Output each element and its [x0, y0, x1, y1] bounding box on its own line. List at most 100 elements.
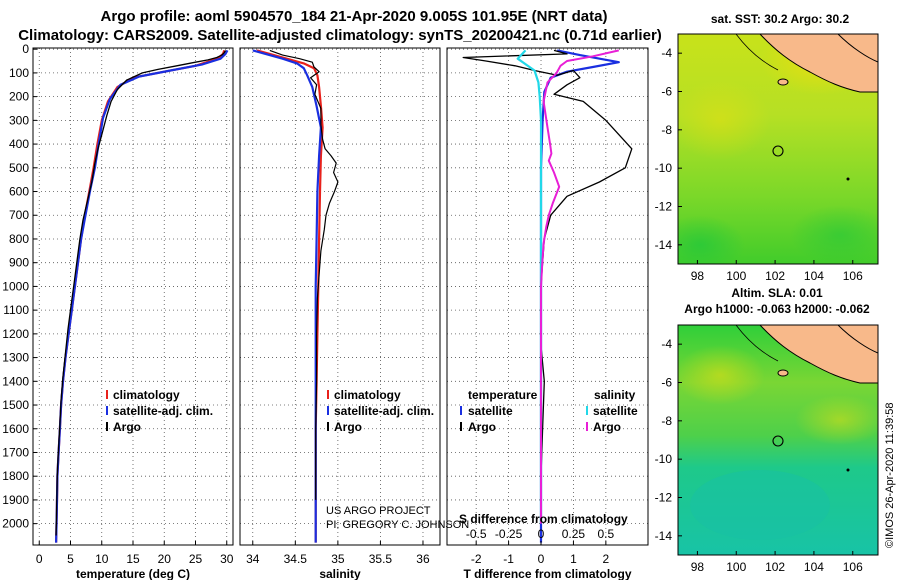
map-x-tick-label: 102 [765, 560, 785, 574]
difference-panel: -2 -1 0 1 2 -0.5 -0.25 0 0.25 0.5S difference fro… [446, 47, 649, 580]
map-y-tick-label: -14 [655, 529, 673, 543]
y-tick-label: 1400 [2, 374, 29, 388]
imos-credit: ©IMOS 26-Apr-2020 11:39:58 [884, 403, 896, 548]
x-tick-label: 25 [189, 552, 203, 566]
sla-high-patch [678, 345, 765, 405]
christmas-island [846, 468, 850, 472]
map-x-tick-label: 106 [843, 269, 863, 283]
title-line-2: Climatology: CARS2009. Satellite-adjuste… [18, 27, 662, 44]
java-land [837, 34, 878, 63]
y-tick-label: 1700 [2, 445, 29, 459]
y-tick-label: 1600 [2, 422, 29, 436]
argo-location-marker [772, 435, 784, 447]
x-tick-label: 20 [158, 552, 172, 566]
x-tick-label: 35 [331, 552, 345, 566]
y-tick-label: 2000 [2, 517, 29, 531]
map-y-tick-label: -4 [661, 337, 672, 351]
y-tick-label: 1800 [2, 469, 29, 483]
x-tick-label: 2 [603, 552, 610, 566]
legend-label: Argo [468, 420, 496, 434]
x-tick-label: 0 [36, 552, 43, 566]
sla-high-patch [795, 395, 878, 445]
temperature-panel: 0 5 10 15 20 25 30 temperature (deg C) 0 100 200 30… [2, 42, 233, 580]
legend-label: satellite-adj. clim. [113, 404, 213, 418]
secondary-axis-title: S difference from climatology [459, 512, 628, 526]
sla-low-patch [690, 470, 830, 540]
y-tick-label: 500 [9, 161, 29, 175]
x-axis-title: temperature (deg C) [76, 567, 190, 580]
x-tick-label: 5 [67, 552, 74, 566]
series-argo [55, 50, 227, 536]
y-tick-label: 600 [9, 185, 29, 199]
map-y-tick-label: -8 [661, 123, 672, 137]
x-tick-label: 10 [95, 552, 109, 566]
legend-title-salinity: salinity [594, 388, 636, 402]
legend-label: climatology [113, 388, 180, 402]
map-y-tick-label: -8 [661, 414, 672, 428]
secondary-x-tick-label: -0.5 [466, 527, 487, 541]
y-tick-label: 1000 [2, 279, 29, 293]
y-tick-label: 800 [9, 232, 29, 246]
argo-location-marker [772, 145, 784, 157]
map-y-tick-label: -12 [655, 200, 673, 214]
map-y-tick-label: -6 [661, 376, 672, 390]
christmas-island [846, 177, 850, 181]
x-tick-label: 15 [126, 552, 140, 566]
y-tick-label: 100 [9, 66, 29, 80]
map-x-tick-label: 98 [691, 560, 705, 574]
plot-area [240, 48, 440, 545]
x-tick-label: 30 [220, 552, 234, 566]
x-tick-label: -2 [471, 552, 482, 566]
map-x-tick-label: 104 [804, 269, 824, 283]
secondary-x-tick-label: 0 [538, 527, 545, 541]
map-x-tick-label: 100 [726, 560, 746, 574]
y-tick-label: 900 [9, 256, 29, 270]
x-tick-label: 0 [538, 552, 545, 566]
map-x-tick-label: 104 [804, 560, 824, 574]
sst-warm-patch [678, 80, 770, 160]
y-tick-label: 300 [9, 113, 29, 127]
coast-contour [735, 34, 779, 71]
secondary-x-tick-label: 0.5 [598, 527, 615, 541]
secondary-x-tick-label: -0.25 [495, 527, 523, 541]
legend-label: climatology [334, 388, 401, 402]
y-tick-label: 700 [9, 208, 29, 222]
map-y-tick-label: -6 [661, 85, 672, 99]
map-x-tick-label: 106 [843, 560, 863, 574]
project-credit: US ARGO PROJECT [326, 505, 431, 517]
y-tick-label: 1200 [2, 327, 29, 341]
y-tick-label: 1500 [2, 398, 29, 412]
y-tick-label: 0 [22, 42, 29, 56]
plot-frame [239, 47, 441, 546]
legend-label: Argo [334, 420, 362, 434]
y-tick-label: 200 [9, 90, 29, 104]
sla-map-title: Altim. SLA: 0.01 [731, 286, 823, 300]
map-x-tick-label: 102 [765, 269, 785, 283]
legend-label: satellite-adj. clim. [334, 404, 434, 418]
pi-credit: PI: GREGORY C. JOHNSON [326, 519, 469, 531]
x-tick-label: 1 [570, 552, 577, 566]
x-tick-label: 34 [246, 552, 260, 566]
map-y-tick-label: -10 [655, 161, 673, 175]
legend-label: satellite [468, 404, 513, 418]
map-y-tick-label: -10 [655, 452, 673, 466]
x-tick-label: 35.5 [369, 552, 393, 566]
island [777, 369, 789, 377]
x-axis-title: salinity [319, 567, 361, 580]
y-tick-label: 1300 [2, 351, 29, 365]
coast-contour [735, 325, 779, 362]
x-axis-title: T difference from climatology [463, 567, 631, 580]
legend-label: Argo [593, 420, 621, 434]
java-land [837, 325, 878, 354]
sla-map-panel: Altim. SLA: 0.01 Argo h1000: -0.063 h200… [655, 286, 879, 574]
y-tick-label: 400 [9, 137, 29, 151]
legend-label: Argo [113, 420, 141, 434]
sst-map-panel: sat. SST: 30.2 Argo: 30.2 98 100 102 104 106… [655, 12, 879, 283]
sst-cool-patch [678, 215, 745, 264]
series-s-argo [540, 49, 620, 524]
sla-map-frame [677, 324, 879, 556]
island [777, 78, 789, 86]
secondary-x-tick-label: 0.25 [562, 527, 586, 541]
map-x-tick-label: 100 [726, 269, 746, 283]
